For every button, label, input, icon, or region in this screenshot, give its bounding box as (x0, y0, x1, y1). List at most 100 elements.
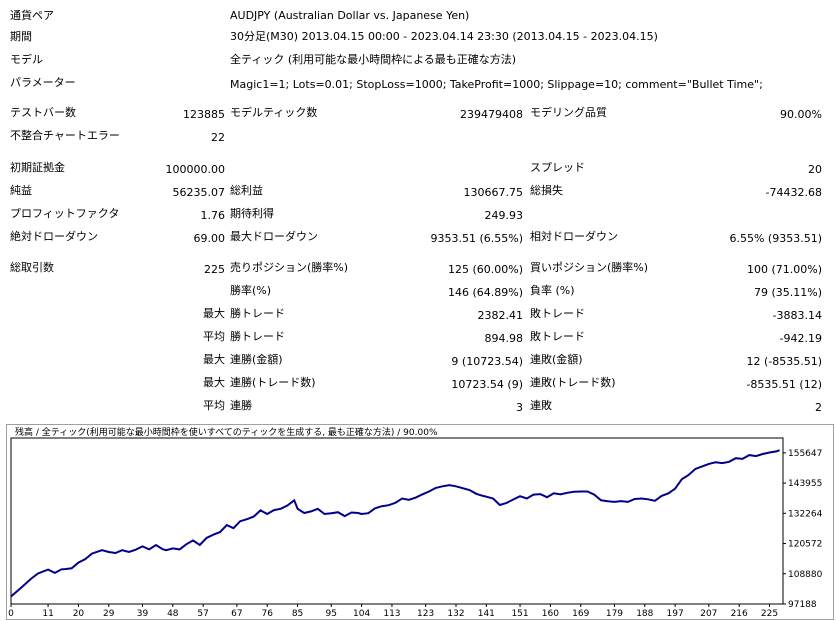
spread-value: 20 (808, 163, 822, 176)
parameters-value: Magic1=1; Lots=0.01; StopLoss=1000; Take… (230, 78, 763, 91)
y-tick-label: 120572 (788, 540, 822, 550)
x-tick-label: 141 (478, 609, 495, 619)
x-tick-label: 57 (197, 609, 208, 619)
avg-consec-losses-label: 連敗 (530, 399, 552, 412)
total-trades-label: 総取引数 (10, 261, 54, 274)
win-rate-label: 勝率(%) (230, 284, 272, 297)
model-quality-value: 90.00% (780, 108, 822, 121)
x-tick-label: 95 (326, 609, 337, 619)
avg-consec-wins-prefix: 平均 (203, 399, 225, 412)
x-tick-label: 197 (667, 609, 684, 619)
chart-title: 残高 / 全ティック(利用可能な最小時間枠を使いすべてのティックを生成する, 最… (15, 428, 438, 438)
x-tick-label: 132 (447, 609, 464, 619)
parameters-label: パラメーター (10, 76, 76, 89)
long-positions-label: 買いポジション(勝率%) (530, 261, 649, 274)
model-label: モデル (10, 53, 43, 66)
max-consec-wins-amt-value: 9 (10723.54) (451, 355, 523, 368)
x-tick-label: 39 (137, 609, 149, 619)
x-tick-label: 104 (353, 609, 370, 619)
test-bars-label: テストバー数 (10, 106, 76, 119)
expected-payoff-label: 期待利得 (230, 207, 274, 220)
max-consec-wins-amt-label: 連勝(金額) (230, 353, 283, 366)
avg-consec-wins-label: 連勝 (230, 399, 252, 412)
x-tick-label: 113 (383, 609, 400, 619)
long-positions-value: 100 (71.00%) (746, 263, 822, 276)
balance-line (10, 449, 780, 598)
profit-factor-label: プロフィットファクタ (10, 207, 120, 220)
avg-win-value: 894.98 (484, 332, 524, 345)
spread-label: スプレッド (530, 161, 585, 174)
max-consec-losses-amt-value: 12 (-8535.51) (746, 355, 822, 368)
short-positions-value: 125 (60.00%) (447, 263, 523, 276)
short-positions-label: 売りポジション(勝率%) (230, 261, 349, 274)
balance-chart-svg: 155647 143955 132264 120572 108880 97188 0 11 2… (8, 437, 823, 619)
x-tick-label: 29 (103, 609, 115, 619)
max-win-label: 勝トレード (230, 307, 285, 320)
x-tick-label: 188 (636, 609, 653, 619)
plot-area (10, 437, 784, 605)
loss-rate-value: 79 (35.11%) (753, 286, 822, 299)
max-consec-wins-amt-prefix: 最大 (203, 353, 225, 366)
max-consec-wins-cnt-value: 10723.54 (9) (451, 378, 523, 391)
expected-payoff-value: 249.93 (484, 209, 524, 222)
net-profit-label: 純益 (10, 184, 32, 197)
currency-pair-label: 通貨ペア (10, 9, 54, 22)
max-win-value: 2382.41 (477, 309, 524, 322)
max-consec-wins-cnt-prefix: 最大 (203, 376, 225, 389)
win-rate-value: 146 (64.89%) (447, 286, 523, 299)
max-consec-losses-cnt-label: 連敗(トレード数) (530, 376, 616, 389)
y-tick-label: 155647 (788, 449, 822, 459)
avg-loss-value: -942.19 (779, 332, 822, 345)
mismatch-errors-value: 22 (211, 131, 225, 144)
rel-drawdown-label: 相対ドローダウン (530, 230, 618, 243)
avg-consec-losses-value: 2 (815, 401, 822, 414)
balance-chart: 残高 / 全ティック(利用可能な最小時間枠を使いすべてのティックを生成する, 最… (6, 424, 834, 620)
model-ticks-value: 239479408 (460, 108, 523, 121)
max-drawdown-value: 9353.51 (6.55%) (430, 232, 523, 245)
y-tick-label: 108880 (788, 570, 823, 580)
total-trades-value: 225 (204, 263, 225, 276)
max-consec-losses-amt-label: 連敗(金額) (530, 353, 583, 366)
test-bars-value: 123885 (183, 108, 225, 121)
x-tick-label: 151 (511, 609, 528, 619)
currency-pair-value: AUDJPY (Australian Dollar vs. Japanese Y… (230, 9, 470, 22)
x-tick-label: 67 (231, 609, 242, 619)
gross-profit-label: 総利益 (230, 184, 263, 197)
abs-drawdown-value: 69.00 (193, 232, 226, 245)
y-tick-label: 143955 (788, 479, 822, 489)
x-tick-label: 160 (542, 609, 559, 619)
x-tick-label: 48 (167, 609, 179, 619)
x-tick-label: 225 (761, 609, 778, 619)
x-tick-label: 179 (606, 609, 623, 619)
mismatch-errors-label: 不整合チャートエラー (10, 129, 120, 142)
loss-rate-label: 負率 (%) (530, 284, 575, 297)
avg-consec-wins-value: 3 (516, 401, 523, 414)
y-tick-label: 97188 (788, 600, 817, 610)
max-win-prefix: 最大 (203, 307, 225, 320)
abs-drawdown-label: 絶対ドローダウン (10, 230, 98, 243)
x-tick-label: 169 (572, 609, 589, 619)
period-value: 30分足(M30) 2013.04.15 00:00 - 2023.04.14 … (230, 30, 658, 43)
gross-loss-value: -74432.68 (765, 186, 822, 199)
initial-deposit-label: 初期証拠金 (10, 161, 65, 174)
gross-loss-label: 総損失 (530, 184, 563, 197)
max-drawdown-label: 最大ドローダウン (230, 230, 318, 243)
net-profit-value: 56235.07 (172, 186, 226, 199)
max-loss-value: -3883.14 (772, 309, 822, 322)
model-quality-label: モデリング品質 (530, 106, 607, 119)
x-tick-label: 0 (8, 609, 14, 619)
rel-drawdown-value: 6.55% (9353.51) (729, 232, 822, 245)
initial-deposit-value: 100000.00 (165, 163, 226, 176)
model-ticks-label: モデルティック数 (230, 106, 318, 119)
x-tick-label: 207 (700, 609, 717, 619)
model-value: 全ティック (利用可能な最小時間枠による最も正確な方法) (230, 53, 517, 66)
x-tick-label: 85 (292, 609, 303, 619)
x-tick-label: 20 (73, 609, 85, 619)
profit-factor-value: 1.76 (200, 209, 226, 222)
max-loss-label: 敗トレード (530, 307, 585, 320)
x-tick-label: 123 (417, 609, 434, 619)
max-consec-losses-cnt-value: -8535.51 (12) (746, 378, 822, 391)
x-tick-label: 76 (261, 609, 273, 619)
avg-win-prefix: 平均 (203, 330, 225, 343)
avg-loss-label: 敗トレード (530, 330, 585, 343)
